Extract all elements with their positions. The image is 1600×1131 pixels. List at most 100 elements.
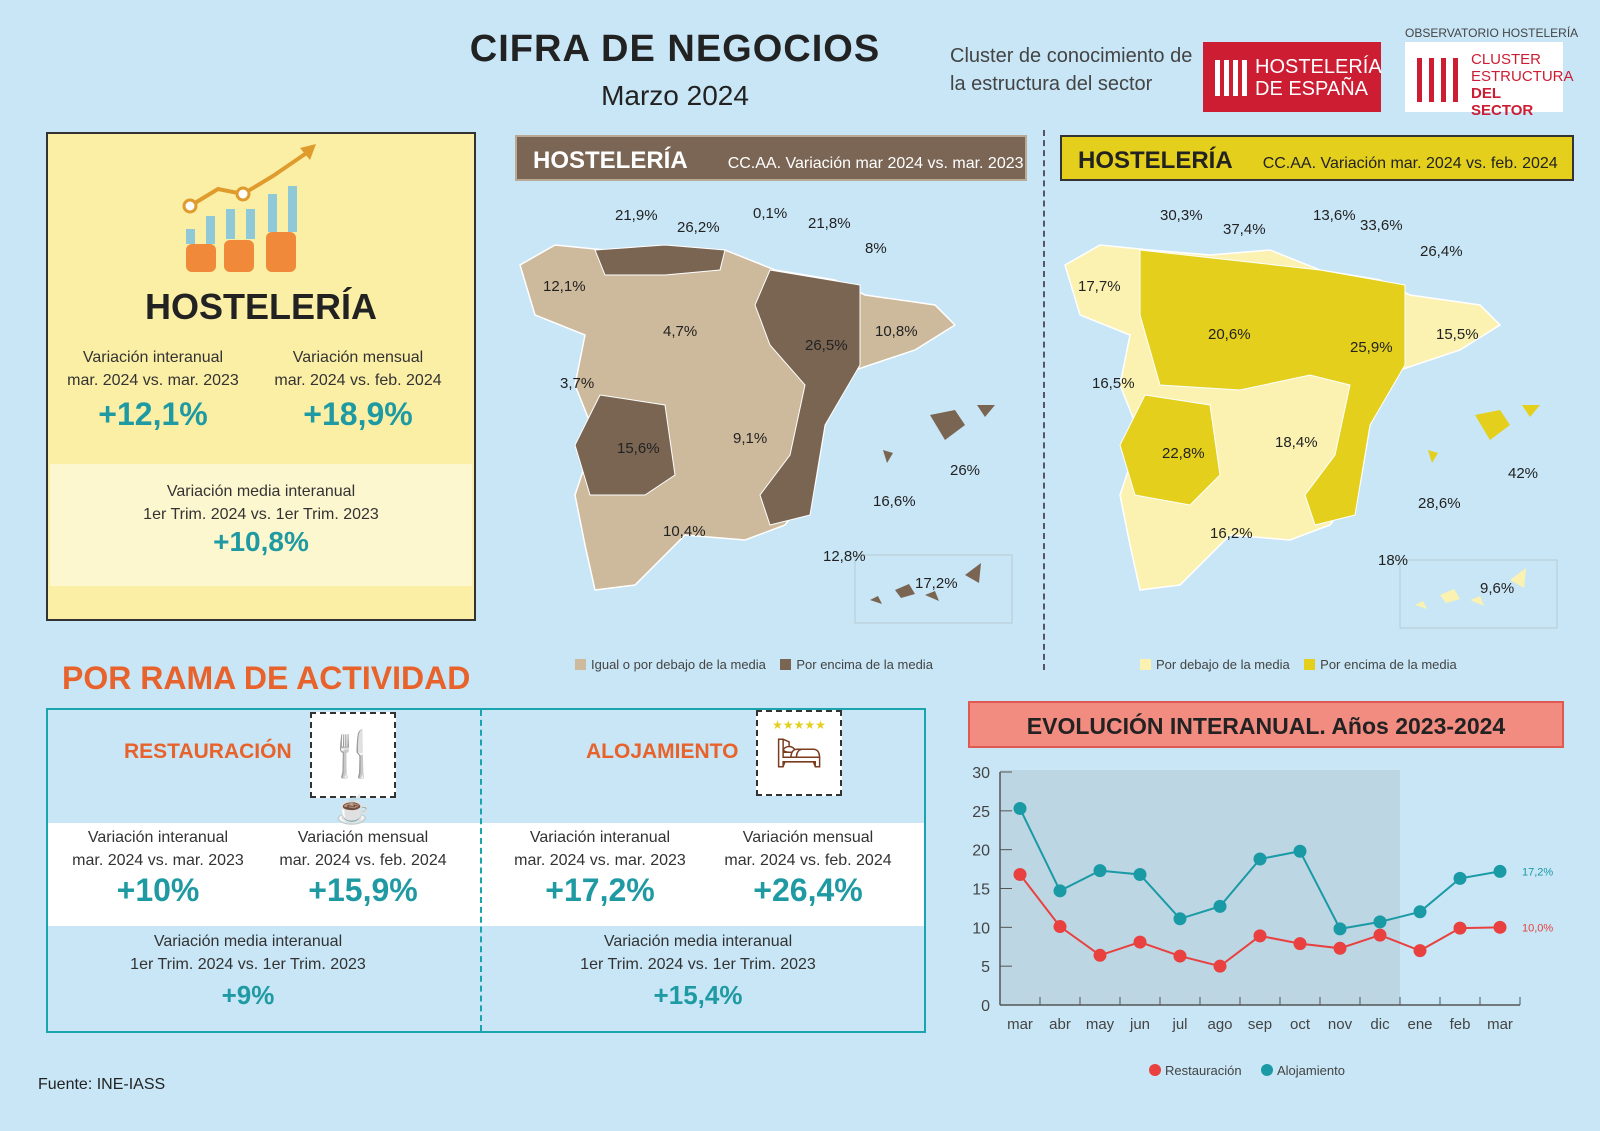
data-point xyxy=(1373,928,1387,942)
region-value-label: 16,5% xyxy=(1092,375,1135,392)
legend-label: Por encima de la media xyxy=(1320,657,1457,672)
rest-interanual-label: Variación interanual mar. 2024 vs. mar. 2… xyxy=(68,826,248,872)
data-point xyxy=(1333,922,1347,936)
region-value-label: 15,6% xyxy=(617,440,660,457)
cluster-text: Cluster de conocimiento de la estructura … xyxy=(950,42,1192,98)
y-tick-label: 15 xyxy=(972,882,990,899)
region-value-label: 28,6% xyxy=(1418,495,1461,512)
label-line: Variación media interanual xyxy=(603,933,793,950)
cutlery-coffee-icon: 🍴☕ xyxy=(310,712,396,825)
x-tick-label: abr xyxy=(1049,1016,1071,1033)
data-point xyxy=(1493,920,1507,934)
aloj-media-value: +15,4% xyxy=(653,980,743,1010)
region-value-label: 18% xyxy=(1378,552,1409,569)
label-line: mar. 2024 vs. feb. 2024 xyxy=(279,852,447,869)
data-point xyxy=(1013,868,1027,882)
legend-marker xyxy=(1261,1064,1273,1076)
data-point xyxy=(1173,949,1187,963)
divider xyxy=(480,710,482,1031)
logo-bars-icon xyxy=(1215,60,1247,96)
region-value-label: 12,8% xyxy=(823,548,866,565)
cluster-logo: CLUSTER ESTRUCTURA DEL SECTOR xyxy=(1405,42,1574,119)
media-section: Variación media interanual 1er Trim. 202… xyxy=(50,464,472,586)
label-line: mar. 2024 vs. mar. 2023 xyxy=(514,852,686,869)
x-tick-label: nov xyxy=(1328,1016,1353,1033)
label-line: mar. 2024 vs. feb. 2024 xyxy=(274,372,442,389)
region-value-label: 17,2% xyxy=(915,575,958,592)
label-line: 1er Trim. 2024 vs. 1er Trim. 2023 xyxy=(580,956,816,973)
region-value-label: 8% xyxy=(865,240,887,257)
region-value-label: 33,6% xyxy=(1360,217,1403,234)
x-tick-label: mar xyxy=(1007,1016,1033,1033)
legend-label: Por encima de la media xyxy=(796,657,933,672)
region-value-label: 22,8% xyxy=(1162,445,1205,462)
data-point xyxy=(1213,959,1227,973)
region-value-label: 25,9% xyxy=(1350,339,1393,356)
label-line: Variación mensual xyxy=(292,349,424,366)
y-tick-label: 30 xyxy=(972,765,990,782)
region-value-label: 26,2% xyxy=(677,219,720,236)
label-line: Variación mensual xyxy=(742,829,874,846)
label-line: mar. 2024 vs. mar. 2023 xyxy=(67,372,239,389)
divider xyxy=(1043,130,1045,670)
summary-title: HOSTELERÍA xyxy=(144,286,377,327)
legend-swatch xyxy=(1140,659,1151,670)
aloj-media-label: Variación media interanual 1er Trim. 2024… xyxy=(498,930,898,976)
region-value-label: 42% xyxy=(1508,465,1539,482)
aloj-mensual-value: +26,4% xyxy=(753,872,863,908)
bed-stars-icon: ★★★★★ 🛏 xyxy=(756,710,842,796)
region-value-label: 21,9% xyxy=(615,207,658,224)
label-line: 1er Trim. 2024 vs. 1er Trim. 2023 xyxy=(130,956,366,973)
y-tick-label: 25 xyxy=(972,804,990,821)
data-point xyxy=(1453,921,1467,935)
region-value-label: 9,1% xyxy=(733,430,768,447)
x-tick-label: may xyxy=(1086,1016,1115,1033)
source-note: Fuente: INE-IASS xyxy=(38,1076,166,1093)
legend-swatch xyxy=(575,659,586,670)
legend-label: Igual o por debajo de la media xyxy=(591,657,766,672)
data-point xyxy=(1053,920,1067,934)
map-right: 30,3% 37,4% 13,6% 33,6% 26,4% 17,7% 20,6% 25,9%… xyxy=(1060,195,1572,635)
region-value-label: 30,3% xyxy=(1160,207,1203,224)
region-value-label: 16,2% xyxy=(1210,525,1253,542)
coins-growth-icon xyxy=(182,144,316,272)
rest-mensual-label: Variación mensual mar. 2024 vs. feb. 2024 xyxy=(263,826,463,872)
region-value-label: 37,4% xyxy=(1223,221,1266,238)
region-value-label: 12,1% xyxy=(543,278,586,295)
label-line: 1er Trim. 2024 vs. 1er Trim. 2023 xyxy=(143,506,379,523)
data-point xyxy=(1413,944,1427,958)
region-value-label: 0,1% xyxy=(753,205,788,222)
aloj-interanual-label: Variación interanual mar. 2024 vs. mar. 2… xyxy=(510,826,690,872)
x-tick-label: ene xyxy=(1407,1016,1432,1033)
map-left: 21,9% 26,2% 0,1% 21,8% 8% 12,1% 4,7% 26,5% 10,8%… xyxy=(515,195,1027,635)
label-line: mar. 2024 vs. mar. 2023 xyxy=(72,852,244,869)
region-value-label: 15,5% xyxy=(1436,326,1479,343)
map-right-legend: Por debajo de la media Por encima de la … xyxy=(1140,657,1457,672)
x-tick-label: jun xyxy=(1129,1016,1150,1033)
interanual-value: +12,1% xyxy=(98,396,208,432)
data-point xyxy=(1053,884,1067,898)
aloj-interanual-value: +17,2% xyxy=(545,872,655,908)
data-point xyxy=(1013,802,1027,816)
data-point xyxy=(1373,915,1387,929)
legend-marker xyxy=(1149,1064,1161,1076)
logo-text-2: DE ESPAÑA xyxy=(1255,78,1368,100)
label-line: Variación media interanual xyxy=(153,933,343,950)
label-line: Variación interanual xyxy=(529,829,671,846)
region-value-label: 26,5% xyxy=(805,337,848,354)
data-point xyxy=(1213,899,1227,913)
end-label: 10,0% xyxy=(1522,922,1553,934)
region-value-label: 9,6% xyxy=(1480,580,1515,597)
data-point xyxy=(1453,871,1467,885)
media-value: +10,8% xyxy=(213,526,309,557)
data-point xyxy=(1173,912,1187,926)
logo2-text-1: CLUSTER xyxy=(1471,51,1542,68)
region-value-label: 21,8% xyxy=(808,215,851,232)
aloj-mensual-label: Variación mensual mar. 2024 vs. feb. 2024 xyxy=(708,826,908,872)
restauracion-title: RESTAURACIÓN xyxy=(124,740,292,763)
data-point xyxy=(1093,948,1107,962)
map-left-subtitle: CC.AA. Variación mar 2024 vs. mar. 2023 xyxy=(727,155,1024,172)
region-value-label: 13,6% xyxy=(1313,207,1356,224)
x-tick-label: mar xyxy=(1487,1016,1513,1033)
